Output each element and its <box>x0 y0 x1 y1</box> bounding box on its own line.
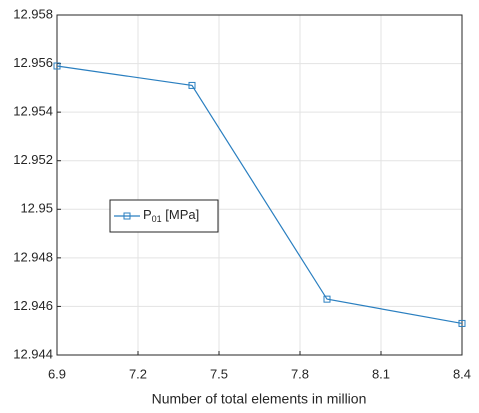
x-axis-label: Number of total elements in million <box>152 391 367 407</box>
x-tick-label: 8.4 <box>453 366 471 381</box>
data-marker <box>458 319 466 327</box>
y-tick-label: 12.952 <box>13 152 53 167</box>
plot-frame <box>56 14 463 356</box>
x-tick-label: 7.2 <box>129 366 147 381</box>
y-tick-label: 12.948 <box>13 249 53 264</box>
x-tick-label: 6.9 <box>48 366 66 381</box>
data-line <box>56 65 463 325</box>
y-tick-label: 12.946 <box>13 298 53 313</box>
x-tick-label: 8.1 <box>372 366 390 381</box>
y-tick-label: 12.958 <box>13 6 53 21</box>
data-marker <box>323 295 331 303</box>
y-tick-label: 12.944 <box>13 346 53 361</box>
legend-marker <box>123 212 131 220</box>
x-tick-label: 7.8 <box>291 366 309 381</box>
data-marker <box>53 62 61 70</box>
x-tick-label: 7.5 <box>210 366 228 381</box>
y-tick-label: 12.956 <box>13 55 53 70</box>
legend-label: P01 [MPa] <box>143 207 199 224</box>
y-tick-label: 12.95 <box>20 201 53 216</box>
data-marker <box>188 81 196 89</box>
y-tick-label: 12.954 <box>13 104 53 119</box>
